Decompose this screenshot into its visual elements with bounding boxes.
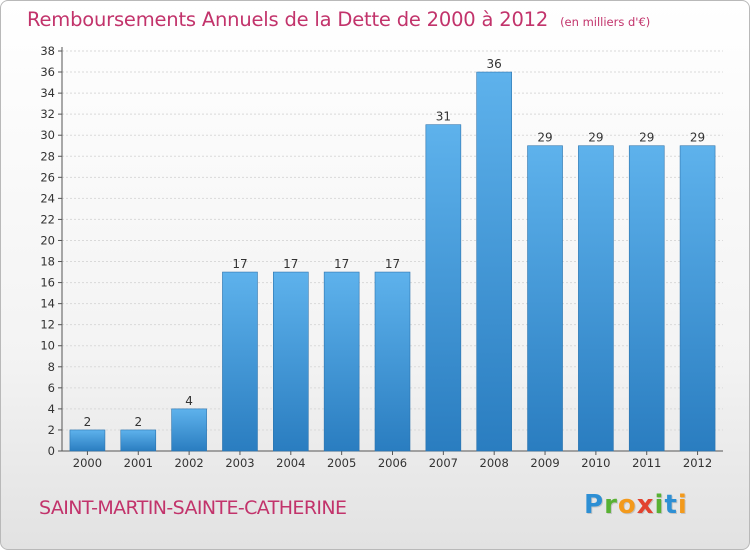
bar [374,271,411,452]
bar [527,145,563,452]
bar [171,408,207,452]
data-label: 29 [639,131,654,145]
y-tick-label: 28 [40,149,55,163]
data-label: 29 [588,131,603,145]
x-tick-label: 2002 [174,456,203,470]
y-tick-label: 14 [40,297,55,311]
bar [578,145,614,452]
data-label: 17 [334,257,349,271]
data-label: 4 [185,394,193,408]
x-tick-label: 2006 [378,456,407,470]
x-tick-label: 2004 [276,456,305,470]
bar [679,145,716,452]
data-label: 29 [690,131,705,145]
x-tick-label: 2012 [683,456,712,470]
y-tick-label: 0 [48,444,55,458]
y-tick-label: 36 [40,65,55,79]
y-tick-label: 2 [48,423,55,437]
data-label: 17 [385,257,400,271]
bar [476,71,512,452]
logo-letter: r [604,490,618,520]
y-tick-label: 24 [40,191,55,205]
logo-letter: P [584,490,605,520]
labels: 2 2000 2 2001 4 2002 17 2003 17 2004 17 2005 17 2006 3… [73,57,712,470]
bar [628,145,665,452]
x-tick-label: 2011 [632,456,661,470]
bar [425,124,462,452]
data-label: 2 [84,415,92,429]
y-tick-label: 6 [48,381,55,395]
data-label: 17 [232,257,247,271]
y-tick-label: 30 [40,128,55,142]
data-label: 29 [537,131,552,145]
data-label: 31 [436,110,451,124]
y-tick-label: 12 [40,318,55,332]
bar [120,429,157,452]
x-tick-label: 2009 [530,456,559,470]
bars [69,71,716,452]
y-tick-label: 38 [40,44,55,58]
proxiti-logo: Proxiti [584,490,688,520]
y-tick-label: 10 [40,339,55,353]
chart-subtitle: (en milliers d'€) [560,15,651,29]
logo-letter: i [677,490,688,520]
y-tick-label: 8 [48,360,55,374]
y-tick-label: 22 [40,212,55,226]
x-tick-label: 2000 [73,456,102,470]
y-tick-label: 18 [40,255,55,269]
x-tick-label: 2005 [327,456,356,470]
bar [69,429,106,452]
y-tick-label: 4 [48,402,55,416]
logo-letter: o [617,490,637,520]
logo-letter: i [654,490,665,520]
bar [323,271,360,452]
data-label: 2 [134,415,142,429]
data-label: 36 [487,57,502,71]
y-tick-label: 26 [40,170,55,184]
x-tick-label: 2003 [225,456,254,470]
chart-title-text: Remboursements Annuels de la Dette de 20… [27,8,549,31]
y-tick-label: 20 [40,233,55,247]
x-tick-label: 2008 [480,456,509,470]
y-tick-label: 16 [40,276,55,290]
chart-title: Remboursements Annuels de la Dette de 20… [27,8,650,31]
logo-letter: t [664,490,678,520]
x-tick-label: 2001 [124,456,153,470]
logo-letter: x [636,490,655,520]
y-tick-label: 32 [40,107,55,121]
data-label: 17 [283,257,298,271]
commune-name: SAINT-MARTIN-SAINTE-CATHERINE [39,497,347,519]
x-tick-label: 2010 [581,456,610,470]
y-tick-label: 34 [40,86,55,100]
bar [273,271,309,452]
x-tick-label: 2007 [429,456,458,470]
bar [222,271,258,452]
